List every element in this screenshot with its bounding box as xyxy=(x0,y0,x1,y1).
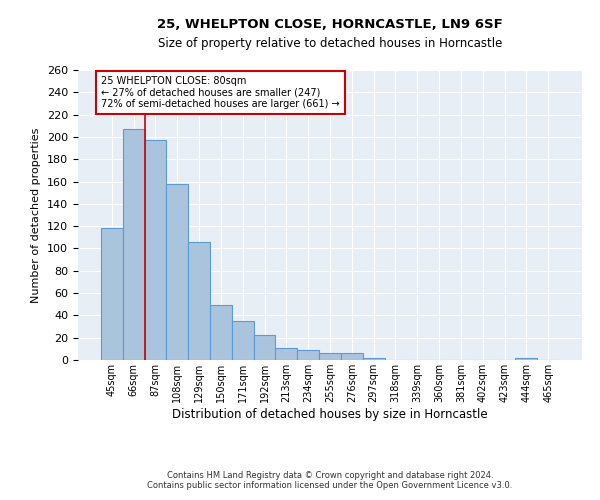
Bar xyxy=(297,350,319,360)
Bar xyxy=(232,321,254,360)
Bar xyxy=(341,354,363,360)
Text: Size of property relative to detached houses in Horncastle: Size of property relative to detached ho… xyxy=(158,38,502,51)
Bar xyxy=(166,184,188,360)
Text: Contains HM Land Registry data © Crown copyright and database right 2024.
Contai: Contains HM Land Registry data © Crown c… xyxy=(148,470,512,490)
Bar xyxy=(188,242,210,360)
Bar xyxy=(101,228,123,360)
Bar xyxy=(515,358,537,360)
Bar xyxy=(319,354,341,360)
Text: 25 WHELPTON CLOSE: 80sqm
← 27% of detached houses are smaller (247)
72% of semi-: 25 WHELPTON CLOSE: 80sqm ← 27% of detach… xyxy=(101,76,340,109)
X-axis label: Distribution of detached houses by size in Horncastle: Distribution of detached houses by size … xyxy=(172,408,488,421)
Text: 25, WHELPTON CLOSE, HORNCASTLE, LN9 6SF: 25, WHELPTON CLOSE, HORNCASTLE, LN9 6SF xyxy=(157,18,503,30)
Bar xyxy=(363,358,385,360)
Bar xyxy=(145,140,166,360)
Bar xyxy=(254,336,275,360)
Bar xyxy=(275,348,297,360)
Bar xyxy=(210,306,232,360)
Y-axis label: Number of detached properties: Number of detached properties xyxy=(31,128,41,302)
Bar xyxy=(123,129,145,360)
